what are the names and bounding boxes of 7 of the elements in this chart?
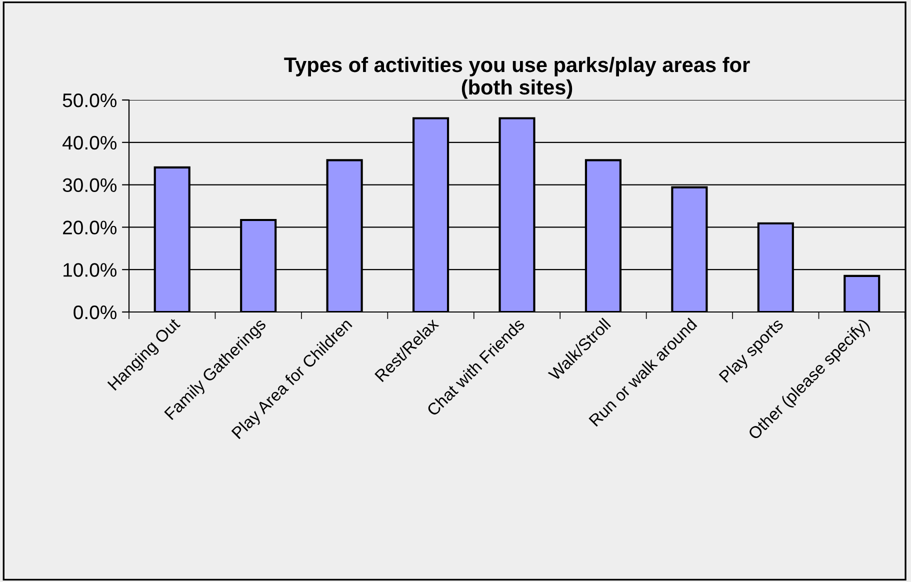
y-tick-label: 10.0% (64, 263, 117, 277)
y-tick-label: 20.0% (63, 220, 117, 234)
y-tick-label: 40.0% (62, 136, 117, 150)
y-tick-label: 30.0% (62, 178, 117, 192)
y-tick-label: 50.0% (62, 93, 117, 108)
chart-title: Types of activities you use parks/play areas for (both sites) (284, 56, 750, 99)
y-tick-label: 0.0% (74, 305, 117, 320)
